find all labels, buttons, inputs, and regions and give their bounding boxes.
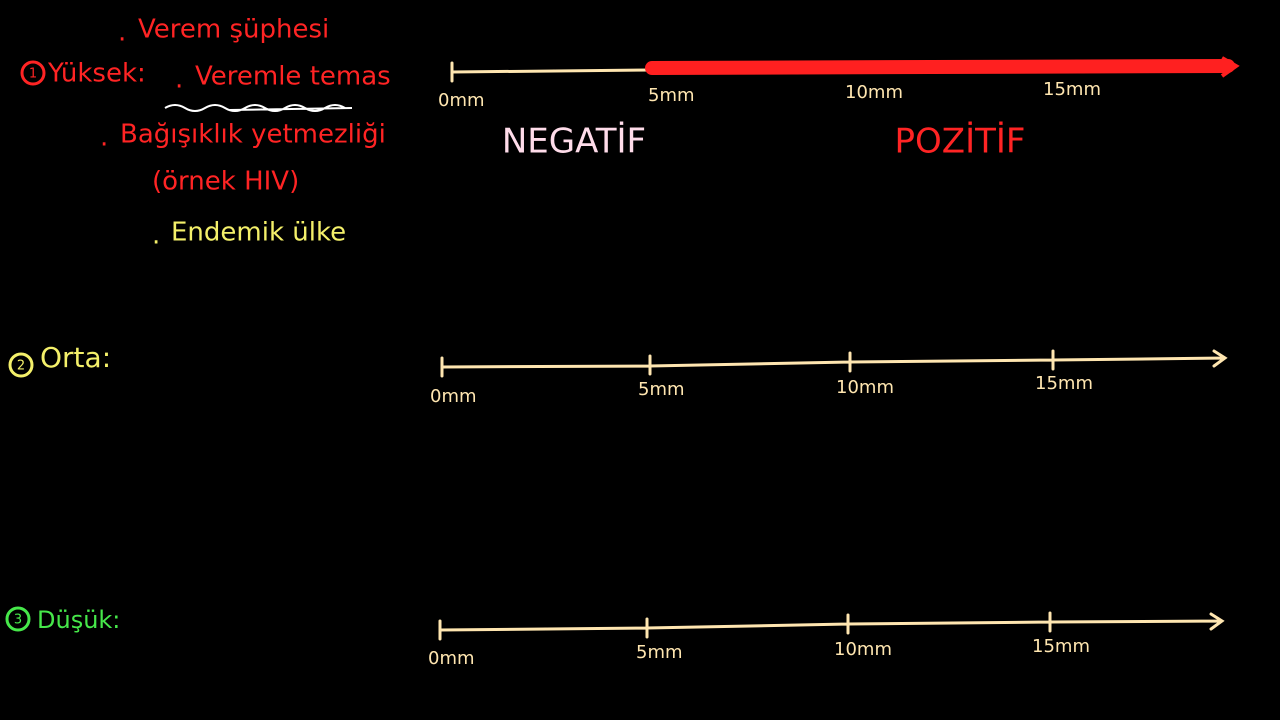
item: Veremle temas bbox=[195, 62, 391, 92]
item: Endemik ülke bbox=[171, 218, 346, 248]
axis bbox=[440, 349, 1228, 378]
level-label: Yüksek: bbox=[47, 59, 146, 89]
tick-label: 10mm bbox=[834, 639, 892, 660]
level-marker bbox=[8, 352, 34, 378]
item: (örnek HIV) bbox=[152, 167, 299, 197]
tick-label: 5mm bbox=[648, 85, 695, 106]
underline bbox=[164, 104, 353, 112]
axis bbox=[438, 611, 1225, 641]
tick-label: 0mm bbox=[430, 386, 477, 407]
tick-label: 0mm bbox=[438, 90, 485, 111]
region-label: POZİTİF bbox=[895, 122, 1026, 162]
item: Bağışıklık yetmezliği bbox=[120, 120, 386, 150]
axis bbox=[450, 61, 654, 83]
level-marker bbox=[5, 606, 31, 632]
bullet: . bbox=[100, 123, 108, 153]
item: Verem şüphesi bbox=[138, 15, 329, 45]
bullet: . bbox=[118, 18, 126, 48]
level-number: 2 bbox=[17, 359, 25, 374]
positive-range bbox=[645, 59, 1235, 75]
tick-label: 15mm bbox=[1032, 636, 1090, 657]
tick-label: 15mm bbox=[1035, 373, 1093, 394]
tick-label: 5mm bbox=[636, 642, 683, 663]
level-label: Düşük: bbox=[37, 606, 120, 634]
bullet: . bbox=[152, 221, 160, 251]
region-label: NEGATİF bbox=[502, 122, 646, 162]
tick-label: 10mm bbox=[836, 377, 894, 398]
tick-label: 10mm bbox=[845, 82, 903, 103]
bullet: . bbox=[175, 65, 183, 95]
level-marker bbox=[20, 60, 46, 86]
arrowhead bbox=[1220, 56, 1240, 78]
level-number: 1 bbox=[29, 67, 37, 82]
tick-label: 5mm bbox=[638, 379, 685, 400]
tick-label: 0mm bbox=[428, 648, 475, 669]
level-number: 3 bbox=[14, 613, 22, 628]
level-label: Orta: bbox=[40, 341, 111, 374]
tick-label: 15mm bbox=[1043, 79, 1101, 100]
